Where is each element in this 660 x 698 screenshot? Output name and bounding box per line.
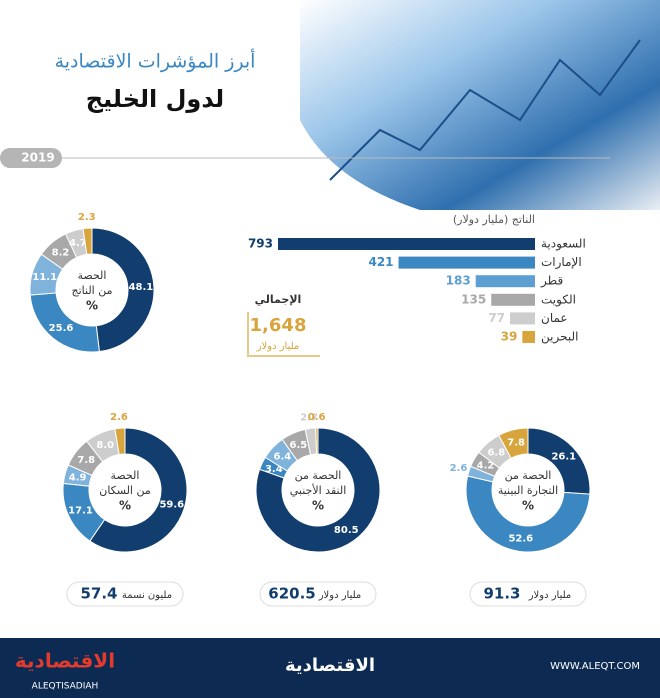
value-label: 39: [501, 330, 518, 344]
slice-label: 7.8: [507, 437, 525, 448]
donut-slice: [498, 427, 529, 459]
slice-label: 6.4: [273, 451, 291, 462]
bar-chart-title: الناتج (مليار دولار): [453, 213, 535, 226]
total-value: 57.4: [80, 585, 117, 603]
bar: [398, 256, 535, 269]
footer: [0, 638, 660, 698]
decor-line: [329, 39, 641, 181]
bar: [278, 238, 535, 250]
category-label: الإمارات: [541, 255, 582, 270]
slice-label: 4.7: [69, 238, 87, 249]
year-pill: [0, 148, 62, 168]
value-label: 77: [488, 311, 505, 325]
slice-label: 25.6: [49, 323, 74, 334]
slice-label: 2.6: [110, 412, 128, 423]
center-label: الحصة من: [295, 469, 342, 482]
total-pill: [259, 581, 377, 607]
total-pill: [469, 581, 587, 607]
bar: [522, 331, 535, 343]
slice-label: 2.3: [78, 212, 96, 223]
year: 2019: [21, 151, 54, 165]
slice-label: 0.6: [308, 412, 326, 423]
total-value: 620.5: [268, 585, 315, 603]
category-label: السعودية: [541, 237, 586, 252]
slice-label: 48.1: [129, 282, 154, 293]
category-label: قطر: [540, 274, 563, 289]
center-label: %: [312, 499, 324, 513]
total-unit: مليون نسمة: [122, 590, 172, 601]
center-label: %: [119, 499, 131, 513]
category-label: الكويت: [541, 292, 576, 307]
slice-label: 17.1: [68, 505, 93, 516]
slice-label: 4.2: [477, 461, 495, 472]
slice-label: 59.6: [159, 500, 184, 511]
total-unit: مليار دولار: [256, 341, 300, 352]
value-label: 135: [461, 292, 486, 306]
center-label: %: [522, 499, 534, 513]
center-label: من السكان: [99, 484, 151, 497]
header-photo: [300, 0, 660, 210]
value-label: 421: [368, 255, 393, 269]
slice-label: 6.8: [487, 448, 505, 459]
slice-label: 7.8: [77, 455, 95, 466]
center-label: الحصة من: [505, 469, 552, 482]
total-title: الإجمالي: [255, 293, 302, 306]
title: أبرز المؤشرات الاقتصادية: [55, 49, 256, 73]
center-label: %: [86, 299, 98, 313]
total-pill: [66, 581, 184, 607]
center-label: التجارة البينية: [498, 484, 558, 497]
slice-label: 4.9: [69, 472, 87, 483]
slice-label: 6.5: [290, 440, 308, 451]
center-label: النقد الأجنبي: [290, 483, 347, 497]
slice-label: 2.7: [300, 413, 318, 424]
value-label: 183: [446, 274, 471, 288]
center-label: من الناتج: [71, 284, 112, 297]
footer-logo-latin: ALEQTISADIAH: [32, 682, 99, 692]
donut-slice: [465, 475, 591, 553]
slice-label: 80.5: [334, 525, 359, 536]
slice-label: 2.6: [450, 463, 468, 474]
donut-slice: [315, 427, 319, 455]
donut-slice: [114, 427, 126, 456]
total-unit: مليار دولار: [528, 590, 572, 601]
slice-label: 8.0: [96, 440, 114, 451]
slice-label: 3.4: [265, 464, 283, 475]
total-value: 91.3: [483, 585, 520, 603]
bar: [491, 293, 535, 306]
category-label: البحرين: [541, 330, 578, 345]
slice-label: 11.1: [32, 272, 57, 283]
footer-center-logo: الاقتصادية: [285, 655, 375, 676]
center-label: الحصة: [78, 269, 107, 282]
category-label: عمان: [541, 311, 568, 325]
total-value: 1,648: [250, 315, 307, 336]
total-unit: مليار دولار: [318, 590, 362, 601]
donut-slice: [255, 427, 381, 553]
center-label: الحصة: [111, 469, 140, 482]
slice-label: 52.6: [508, 533, 533, 544]
bar: [475, 275, 535, 288]
subtitle: لدول الخليج: [86, 85, 224, 113]
bar: [510, 312, 535, 325]
donut-slice: [82, 227, 93, 255]
total-box: [247, 312, 320, 357]
donut-slice: [89, 427, 188, 553]
footer-logo: الاقتصادية: [15, 649, 115, 673]
slice-label: 8.2: [52, 247, 70, 258]
value-label: 793: [248, 237, 273, 251]
donut-slice: [91, 227, 155, 353]
slice-label: 26.1: [551, 452, 576, 463]
website: WWW.ALEQT.COM: [550, 661, 640, 672]
